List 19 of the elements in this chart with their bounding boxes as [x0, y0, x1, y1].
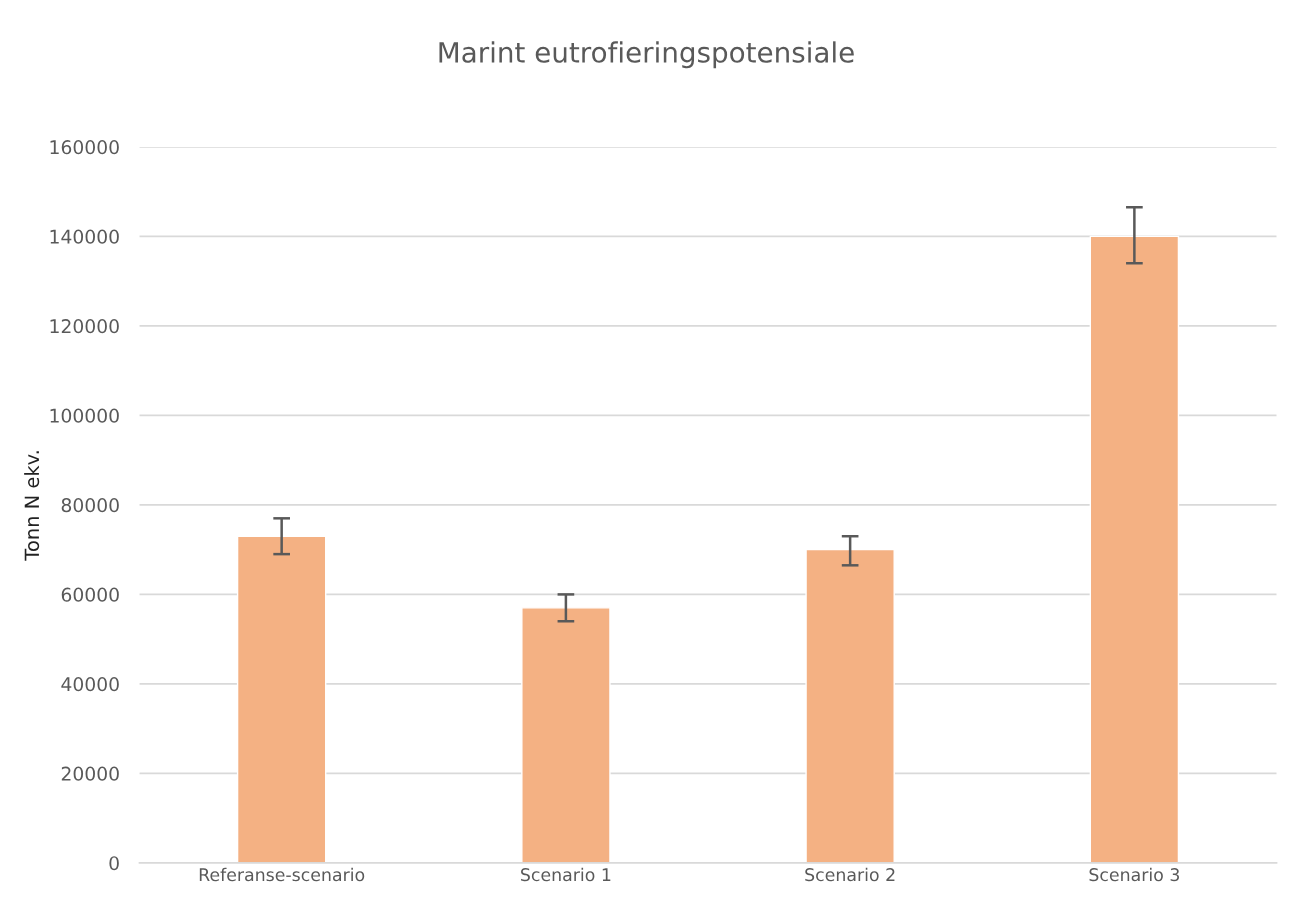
y-tick-label: 80000: [61, 498, 119, 513]
bar: [1089, 235, 1180, 863]
y-tick-label: 20000: [61, 766, 119, 781]
y-tick-label: 160000: [50, 140, 119, 155]
x-tick-label: Scenario 1: [521, 867, 611, 882]
y-tick-label: 100000: [50, 408, 119, 423]
y-tick-label: 120000: [50, 319, 119, 334]
y-tick-label: 40000: [61, 677, 119, 692]
y-axis-title: Tonn N ekv.: [24, 451, 40, 561]
x-tick-label: Scenario 2: [805, 867, 895, 882]
y-tick-label: 0: [109, 856, 119, 871]
y-tick-label: 140000: [50, 229, 119, 244]
bar: [805, 548, 895, 863]
bar: [236, 535, 327, 863]
chart-title: Marint eutrofieringspotensiale: [439, 41, 854, 69]
y-tick-label: 60000: [61, 587, 119, 602]
x-tick-label: Scenario 3: [1089, 867, 1179, 882]
bar: [521, 607, 611, 863]
x-tick-label: Referanse-scenario: [199, 867, 365, 882]
